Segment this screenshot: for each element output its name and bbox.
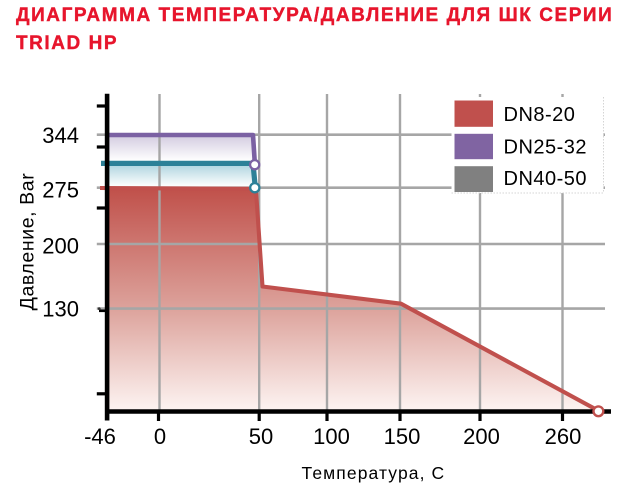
svg-text:DN25-32: DN25-32 xyxy=(504,136,588,158)
svg-text:130: 130 xyxy=(42,297,79,322)
svg-text:50: 50 xyxy=(249,424,273,449)
svg-text:200: 200 xyxy=(42,234,79,259)
svg-text:275: 275 xyxy=(42,178,79,203)
svg-text:DN40-50: DN40-50 xyxy=(504,168,588,190)
svg-text:200: 200 xyxy=(463,424,500,449)
svg-text:Давление, Bar: Давление, Bar xyxy=(17,173,39,311)
svg-text:260: 260 xyxy=(545,424,582,449)
svg-text:Температура, C: Температура, C xyxy=(302,463,446,483)
svg-text:100: 100 xyxy=(313,424,350,449)
svg-text:150: 150 xyxy=(384,424,421,449)
svg-text:0: 0 xyxy=(154,424,166,449)
svg-text:344: 344 xyxy=(42,123,79,148)
svg-text:-46: -46 xyxy=(84,424,116,449)
svg-text:DN8-20: DN8-20 xyxy=(504,104,576,126)
